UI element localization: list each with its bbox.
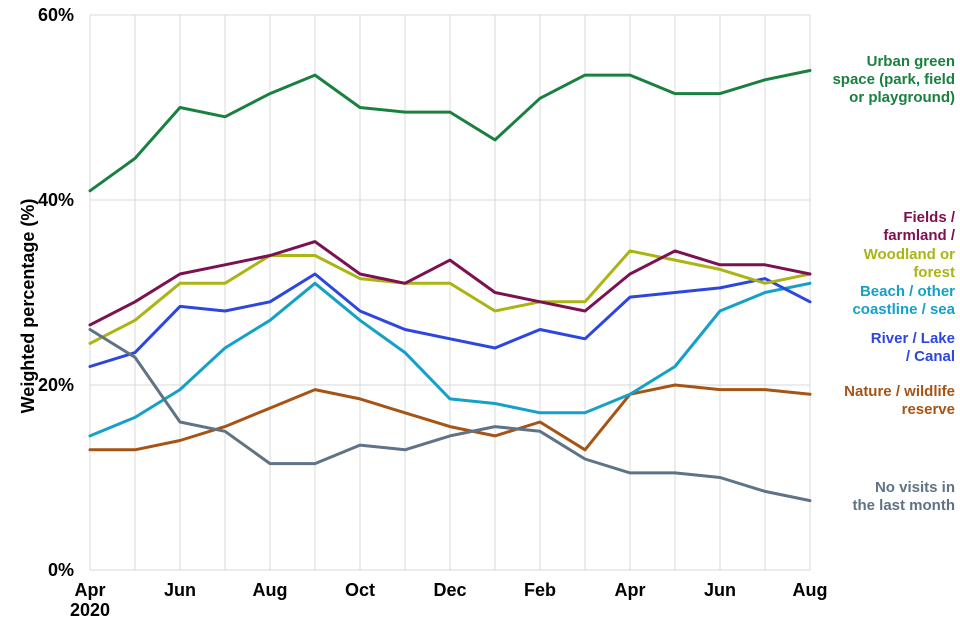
x-tick-oct-2020: Oct <box>344 580 375 600</box>
y-tick-60: 60% <box>37 5 74 25</box>
series-line-0 <box>88 69 812 193</box>
series-line-2 <box>88 249 812 345</box>
x-tick-year: 2020 <box>69 600 111 620</box>
legend-line: the last month <box>852 497 955 514</box>
x-tick-dec-2020: Dec <box>433 580 467 600</box>
series-line-3 <box>88 281 812 438</box>
legend-line: Beach / other <box>859 283 955 300</box>
x-tick-apr-2020: Apr 2020 <box>50 580 130 620</box>
legend-line: No visits in <box>874 479 955 496</box>
legend-line: forest <box>913 264 955 281</box>
legend-line: farmland / <box>883 227 955 244</box>
legend-no-visits: No visits in the last month <box>765 479 955 515</box>
legend-line: Nature / wildlife <box>844 383 955 400</box>
legend-nature-wildlife-reserve: Nature / wildlife reserve <box>765 383 955 419</box>
legend-line: coastline / sea <box>852 301 955 318</box>
legend-fields-farmland: Fields / farmland / <box>765 209 955 245</box>
legend-line: space (park, field <box>832 71 955 88</box>
legend-urban-green-space: Urban green space (park, field or playgr… <box>765 53 955 107</box>
legend-line: Fields / <box>903 209 955 226</box>
x-tick-aug-2020: Aug <box>252 580 288 600</box>
series-line-6 <box>88 328 812 503</box>
y-tick-40: 40% <box>37 190 74 210</box>
x-tick-apr-2021: Apr <box>614 580 646 600</box>
x-tick-feb-2021: Feb <box>523 580 556 600</box>
legend-line: Woodland or <box>863 246 955 263</box>
series-line-4 <box>88 272 812 368</box>
legend-line: / Canal <box>905 348 955 365</box>
legend-line: Urban green <box>866 53 955 70</box>
legend-line: reserve <box>901 401 955 418</box>
x-tick-jun-2021: Jun <box>703 580 736 600</box>
x-tick-aug-2021: Aug <box>792 580 828 600</box>
legend-beach-coastline: Beach / other coastline / sea <box>765 283 955 319</box>
x-tick-jun-2020: Jun <box>163 580 196 600</box>
series-line-5 <box>88 383 812 452</box>
y-tick-20: 20% <box>37 375 74 395</box>
legend-line: or playground) <box>849 89 955 106</box>
series-line-1 <box>88 240 812 327</box>
legend-river-lake-canal: River / Lake / Canal <box>765 330 955 366</box>
legend-line: River / Lake <box>870 330 955 347</box>
legend-woodland-forest: Woodland or forest <box>765 246 955 282</box>
x-tick-label: Apr <box>74 580 106 600</box>
y-tick-0: 0% <box>47 560 74 580</box>
